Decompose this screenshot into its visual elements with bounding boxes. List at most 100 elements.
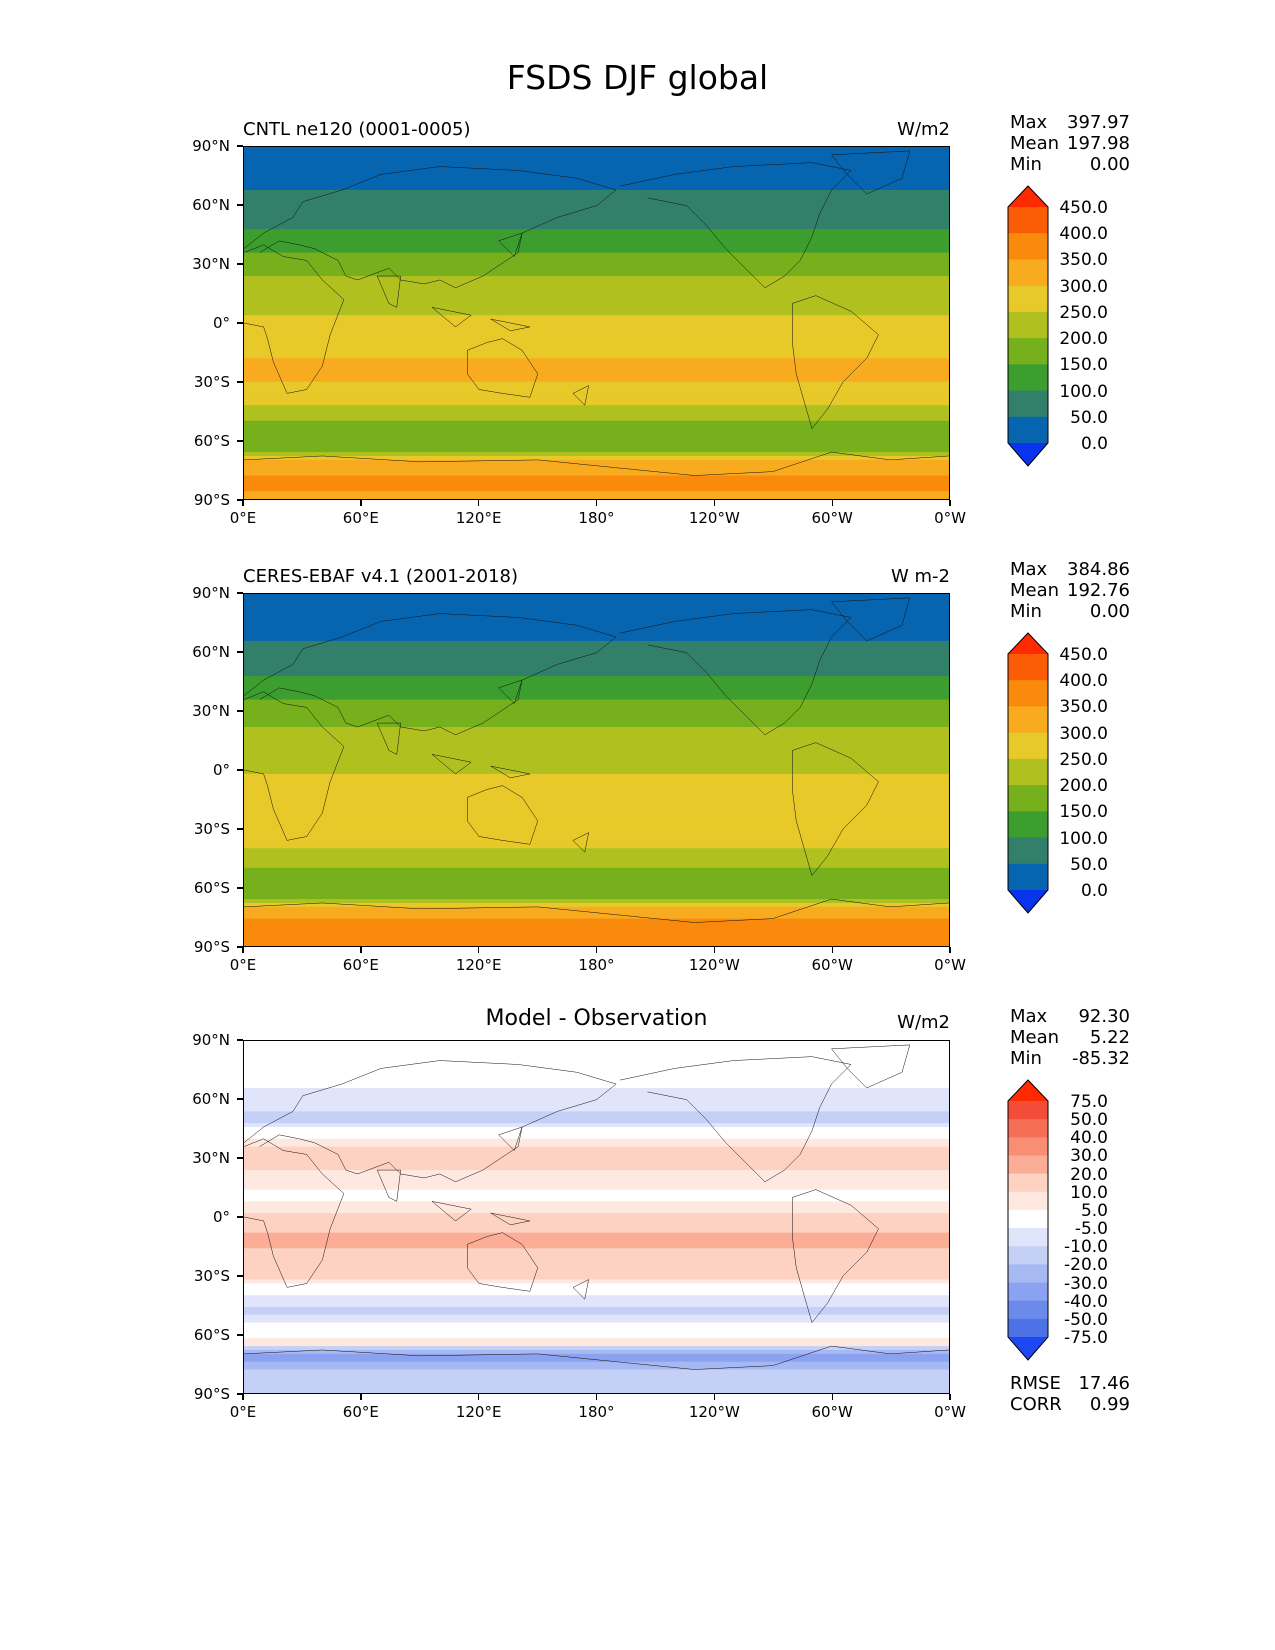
observation-lat-band [244, 746, 949, 751]
observation-lat-band [244, 899, 949, 904]
observation-lat-band [244, 633, 949, 638]
model-lat-band [244, 471, 949, 476]
observation-coastline [467, 786, 538, 845]
model-coastline [244, 452, 949, 475]
model-map-svg [244, 147, 949, 499]
model-field-bands [244, 147, 949, 499]
model-lat-band [244, 495, 949, 499]
difference-y-tick-label: 90°N [192, 1031, 230, 1049]
observation-lat-band [244, 676, 949, 681]
model-x-tick-label: 60°W [811, 509, 853, 527]
difference-lat-band [244, 1287, 949, 1292]
model-lat-band [244, 393, 949, 398]
observation-lat-band [244, 617, 949, 622]
difference-colorbar-level: 40.0 [1070, 1128, 1108, 1149]
model-lat-band [244, 299, 949, 304]
difference-lat-band [244, 1201, 949, 1206]
difference-lat-band [244, 1306, 949, 1312]
model-lat-band [244, 150, 949, 156]
observation-coastline [792, 743, 878, 876]
observation-lat-band [244, 820, 949, 826]
difference-y-tick-mark [237, 1039, 243, 1041]
model-lat-band [244, 491, 949, 496]
observation-x-tick-label: 180° [578, 956, 615, 974]
difference-lat-band [244, 1338, 949, 1343]
difference-lat-band [244, 1158, 949, 1163]
observation-colorbar-level: 150.0 [1059, 802, 1108, 823]
model-colorbar-max-extension [1008, 186, 1048, 207]
difference-x-tick-mark [360, 1394, 362, 1400]
observation-lat-band [244, 859, 949, 865]
observation-lat-band [244, 867, 949, 873]
model-lat-band [244, 166, 949, 171]
difference-colorbar-level: 10.0 [1070, 1182, 1108, 1203]
difference-lat-band [244, 1162, 949, 1167]
difference-lat-band [244, 1087, 949, 1093]
observation-stat-value: 384.86 [1067, 559, 1130, 580]
model-lat-band [244, 186, 949, 191]
difference-lat-band [244, 1127, 949, 1132]
observation-panel-title: CERES-EBAF v4.1 (2001-2018) [243, 566, 519, 587]
observation-lat-band [244, 691, 949, 697]
observation-lat-band [244, 738, 949, 744]
observation-colorbar-level: 400.0 [1059, 671, 1108, 692]
difference-units-label: W/m2 [897, 1012, 950, 1033]
observation-y-tick-label: 30°N [192, 702, 230, 720]
difference-colorbar-swatch [1008, 1228, 1048, 1247]
model-colorbar-swatch [1008, 338, 1048, 365]
model-lat-band [244, 205, 949, 210]
observation-lat-band [244, 816, 949, 822]
observation-lat-band [244, 762, 949, 767]
model-lat-band [244, 256, 949, 261]
observation-colorbar-swatch [1008, 837, 1048, 865]
difference-colorbar-swatch [1008, 1246, 1048, 1265]
difference-lat-band [244, 1138, 949, 1144]
model-x-tick-mark [949, 500, 951, 506]
model-lat-band [244, 452, 949, 457]
model-lat-band [244, 295, 949, 300]
difference-y-tick-label: 0° [212, 1208, 230, 1226]
figure-title: FSDS DJF global [506, 58, 769, 97]
difference-y-tick-label: 30°N [192, 1149, 230, 1167]
observation-lat-band [244, 809, 949, 814]
difference-colorbar-level: 75.0 [1070, 1092, 1108, 1112]
model-y-tick-mark [237, 145, 243, 147]
model-coastline [620, 163, 851, 288]
difference-lat-band [244, 1173, 949, 1179]
observation-stat-label: Min [1010, 601, 1042, 622]
difference-lat-band [244, 1080, 949, 1085]
observation-map [243, 593, 950, 947]
observation-lat-band [244, 742, 949, 747]
observation-lat-band [244, 605, 949, 611]
difference-lat-band [244, 1119, 949, 1124]
model-lat-band [244, 170, 949, 175]
difference-colorbar-outline [1007, 1079, 1049, 1361]
model-stat-label: Max [1010, 112, 1048, 133]
difference-lat-band [244, 1146, 949, 1151]
observation-lat-band [244, 660, 949, 665]
observation-y-tick-mark [237, 946, 243, 948]
difference-lat-band [244, 1267, 949, 1273]
difference-lat-band [244, 1283, 949, 1288]
observation-coastline [244, 692, 344, 841]
observation-lat-band [244, 938, 949, 943]
difference-lat-band [244, 1326, 949, 1331]
difference-lat-band [244, 1197, 949, 1202]
difference-lat-band [244, 1346, 949, 1351]
difference-lat-band [244, 1177, 949, 1183]
model-lat-band [244, 248, 949, 253]
observation-x-tick-mark [478, 947, 480, 953]
model-lat-band [244, 377, 949, 383]
observation-coastline [244, 899, 949, 922]
difference-lat-band [244, 1166, 949, 1171]
difference-x-tick-mark [831, 1394, 833, 1400]
difference-lat-band [244, 1154, 949, 1159]
observation-lat-band [244, 656, 949, 661]
difference-x-tick-label: 60°W [811, 1403, 853, 1421]
difference-lat-band [244, 1068, 949, 1073]
difference-lat-band [244, 1334, 949, 1339]
observation-lat-band [244, 871, 949, 876]
model-lat-band [244, 268, 949, 273]
difference-lat-band [244, 1170, 949, 1175]
observation-colorbar-swatch [1008, 785, 1048, 812]
